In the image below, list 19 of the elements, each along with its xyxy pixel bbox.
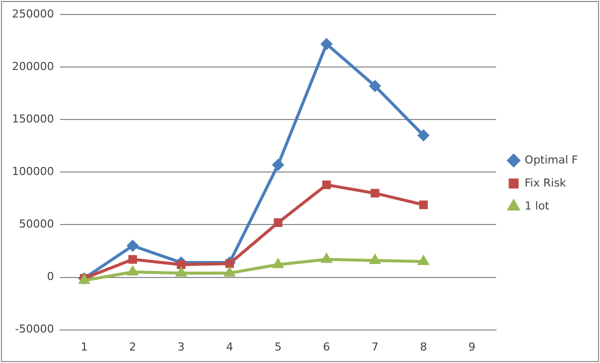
y-tick-label: 200000 <box>12 60 54 73</box>
x-tick-label: 7 <box>372 340 378 354</box>
y-tick-label: 100000 <box>12 165 54 178</box>
y-tick-label: 0 <box>46 270 54 284</box>
y-tick-label: 150000 <box>12 112 54 126</box>
x-tick-label: 6 <box>323 340 330 354</box>
y-tick-label: -50000 <box>15 322 54 336</box>
legend-label: Fix Risk <box>524 176 567 190</box>
x-tick-label: 8 <box>420 340 427 354</box>
legend-label: Optimal F <box>524 153 578 166</box>
x-tick-label: 2 <box>129 340 136 354</box>
x-tick-label: 9 <box>468 340 476 354</box>
x-tick-label: 1 <box>80 340 88 354</box>
x-tick-label: 5 <box>274 340 282 354</box>
x-tick-label: 3 <box>178 340 185 354</box>
legend-label: 1 lot <box>524 199 550 212</box>
y-tick-label: 50000 <box>18 218 54 231</box>
x-tick-label: 4 <box>226 340 234 354</box>
y-tick-label: 250000 <box>12 7 54 20</box>
